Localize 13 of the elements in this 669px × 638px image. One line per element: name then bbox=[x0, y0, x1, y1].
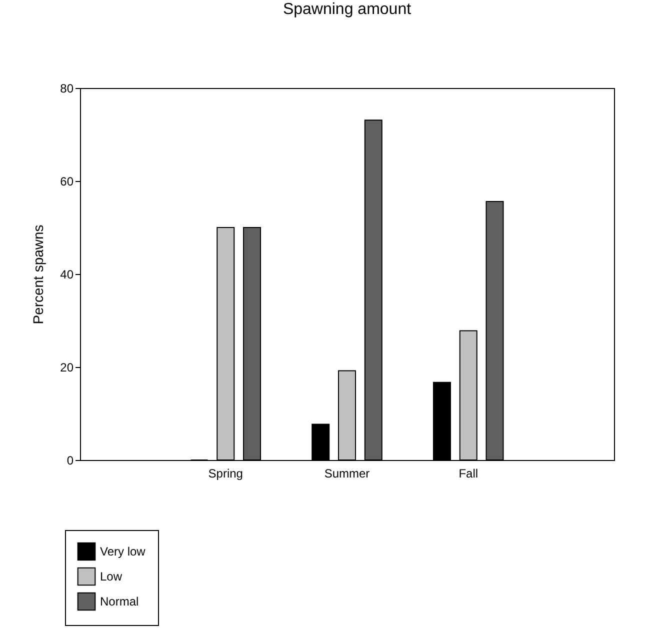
y-tick-label: 20 bbox=[60, 360, 74, 374]
chart-title: Spawning amount bbox=[282, 1, 412, 18]
y-tick-label: 80 bbox=[60, 82, 74, 96]
y-axis-title: Percent spawns bbox=[30, 224, 46, 324]
y-tick-label: 60 bbox=[60, 174, 74, 188]
legend-label: Normal bbox=[100, 594, 139, 608]
x-tick-label: Fall bbox=[458, 466, 478, 480]
legend-label: Low bbox=[100, 570, 122, 584]
y-tick-label: 40 bbox=[60, 268, 74, 282]
y-tick-label: 0 bbox=[66, 454, 74, 468]
legend-label: Very low bbox=[100, 544, 146, 558]
x-tick-label: Spring bbox=[208, 466, 243, 480]
x-tick-label: Summer bbox=[324, 466, 370, 480]
